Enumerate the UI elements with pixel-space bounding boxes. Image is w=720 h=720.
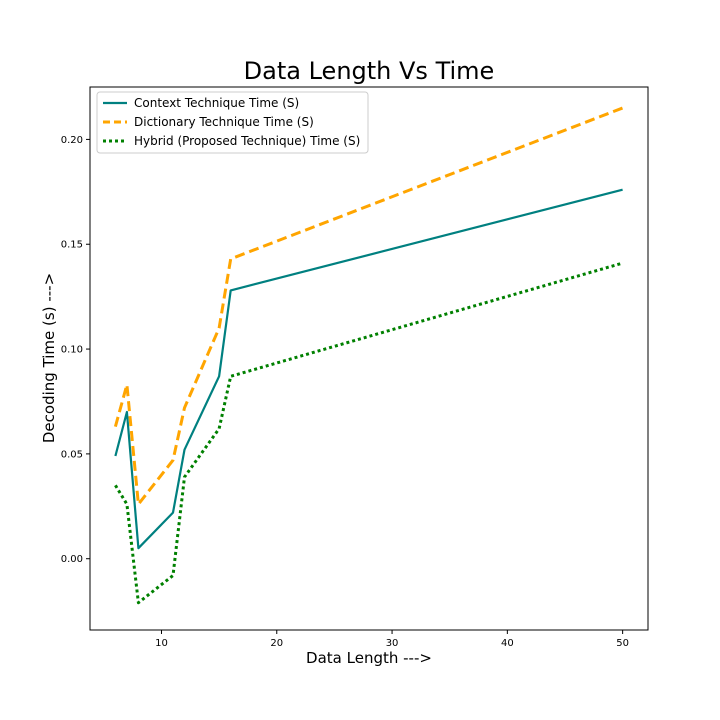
- y-tick-label: 0.20: [61, 135, 83, 146]
- series-line-3: [114, 261, 624, 605]
- series-line-1: [114, 188, 623, 550]
- legend-label-1: Context Technique Time (S): [134, 96, 299, 110]
- x-axis: 10 20 30 40 50: [155, 630, 629, 649]
- plot-frame: [89, 86, 649, 631]
- y-tick-label: 0.10: [61, 345, 83, 356]
- x-tick-label: 20: [270, 638, 283, 649]
- y-axis-label: Decoding Time (s) --->: [40, 273, 58, 443]
- x-tick-label: 30: [386, 638, 399, 649]
- y-tick-label: 0.05: [61, 449, 83, 460]
- legend: Context Technique Time (S) Dictionary Tec…: [96, 91, 369, 154]
- legend-label-2: Dictionary Technique Time (S): [134, 115, 314, 129]
- y-tick-label: 0.15: [61, 240, 83, 251]
- legend-label-3: Hybrid (Proposed Technique) Time (S): [134, 134, 360, 148]
- chart-title: Data Length Vs Time: [244, 57, 495, 85]
- x-tick-label: 40: [501, 638, 514, 649]
- x-axis-label: Data Length --->: [306, 649, 432, 667]
- legend-frame: [96, 91, 369, 154]
- x-tick-label: 50: [616, 638, 629, 649]
- series-lines: [113, 106, 624, 605]
- x-tick-label: 10: [155, 638, 168, 649]
- series-line-2: [113, 106, 624, 506]
- y-axis: 0.00 0.05 0.10 0.15 0.20: [61, 135, 90, 565]
- y-tick-label: 0.00: [61, 554, 83, 565]
